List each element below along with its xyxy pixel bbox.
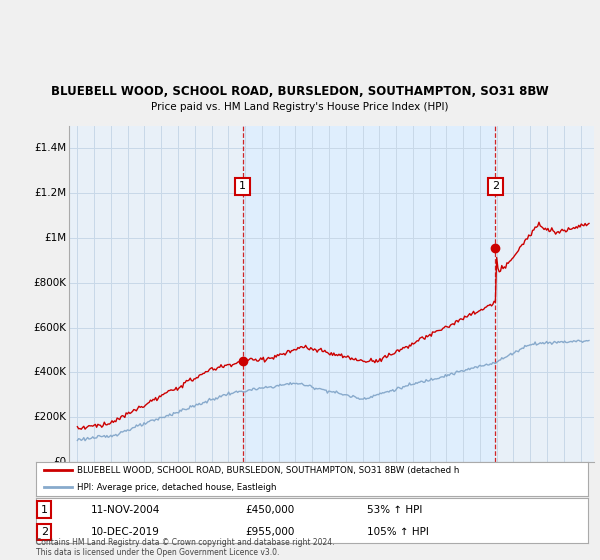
Text: £1.4M: £1.4M <box>34 143 67 153</box>
Text: 2: 2 <box>41 527 48 537</box>
Text: 105% ↑ HPI: 105% ↑ HPI <box>367 527 429 537</box>
Text: 10-DEC-2019: 10-DEC-2019 <box>91 527 160 537</box>
Text: £0: £0 <box>53 457 67 467</box>
Text: £600K: £600K <box>34 323 67 333</box>
Text: 1: 1 <box>239 181 246 192</box>
Text: BLUEBELL WOOD, SCHOOL ROAD, BURSLEDON, SOUTHAMPTON, SO31 8BW: BLUEBELL WOOD, SCHOOL ROAD, BURSLEDON, S… <box>51 85 549 98</box>
Text: 2: 2 <box>492 181 499 192</box>
Text: Contains HM Land Registry data © Crown copyright and database right 2024.
This d: Contains HM Land Registry data © Crown c… <box>36 538 335 557</box>
Text: HPI: Average price, detached house, Eastleigh: HPI: Average price, detached house, East… <box>77 483 277 492</box>
Text: 53% ↑ HPI: 53% ↑ HPI <box>367 505 422 515</box>
Text: BLUEBELL WOOD, SCHOOL ROAD, BURSLEDON, SOUTHAMPTON, SO31 8BW (detached h: BLUEBELL WOOD, SCHOOL ROAD, BURSLEDON, S… <box>77 466 460 475</box>
Text: £400K: £400K <box>34 367 67 377</box>
Text: £200K: £200K <box>34 412 67 422</box>
Text: £1.2M: £1.2M <box>34 188 67 198</box>
Text: £800K: £800K <box>34 278 67 288</box>
Text: 1: 1 <box>41 505 48 515</box>
Text: £1M: £1M <box>44 233 67 243</box>
Bar <box>243 126 496 462</box>
Text: £955,000: £955,000 <box>246 527 295 537</box>
Text: £450,000: £450,000 <box>246 505 295 515</box>
Text: Price paid vs. HM Land Registry's House Price Index (HPI): Price paid vs. HM Land Registry's House … <box>151 102 449 112</box>
Text: 11-NOV-2004: 11-NOV-2004 <box>91 505 161 515</box>
